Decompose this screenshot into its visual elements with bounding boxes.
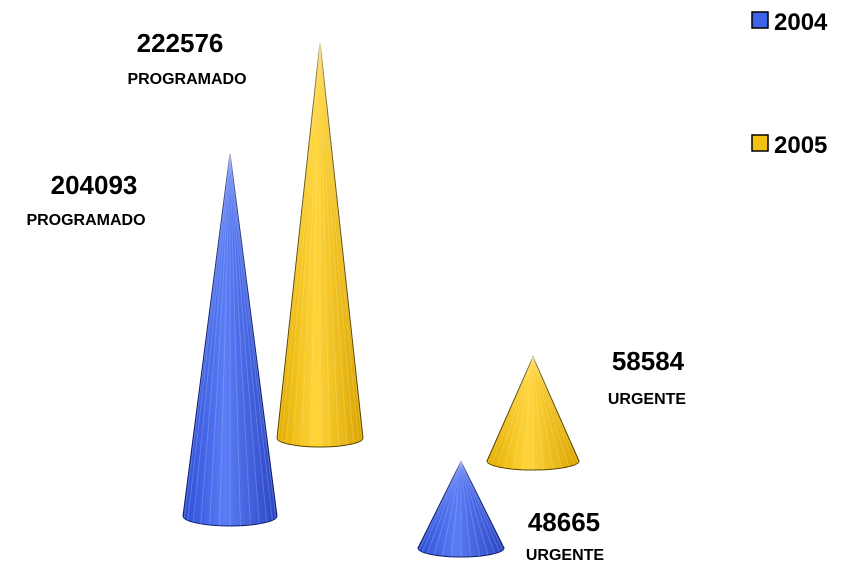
- category-label-2004-programado: PROGRAMADO: [26, 212, 145, 229]
- cone-ridge: [300, 42, 321, 447]
- cone-ridge: [426, 461, 462, 554]
- cone-ridge: [319, 42, 355, 444]
- value-label-2005-programado: 222576: [137, 28, 224, 58]
- cone-2005-programado: [276, 42, 364, 448]
- cone-ridge: [487, 356, 534, 464]
- value-label-2005-urgente: 58584: [612, 346, 685, 376]
- cone-ridge: [219, 153, 231, 526]
- cone-ridge: [460, 461, 504, 551]
- legend-label-2004: 2004: [774, 9, 828, 36]
- cone-ridge: [319, 42, 340, 447]
- cone-ridge: [460, 461, 496, 554]
- cone-ridge: [277, 42, 321, 441]
- cone-ridge: [229, 153, 268, 523]
- cone-ridge: [183, 153, 231, 519]
- cone-ridge: [491, 356, 534, 466]
- legend: 2004 2005: [751, 9, 828, 159]
- cone-ridge: [503, 356, 534, 469]
- cone-ridge: [200, 153, 231, 524]
- cone-ridge: [280, 42, 321, 442]
- cone-ridge: [229, 153, 277, 519]
- cone-ridge: [460, 461, 472, 557]
- cone-ridge: [319, 42, 363, 441]
- cone-ridge: [418, 461, 462, 551]
- cone-ridge: [229, 153, 273, 521]
- cone-ridge: [522, 356, 534, 470]
- cone-ridge: [450, 461, 462, 557]
- cone-ridge: [532, 356, 563, 469]
- cone-ridge: [460, 461, 501, 553]
- cone-ridge: [460, 461, 489, 556]
- category-label-2005-programado: PROGRAMADO: [127, 71, 246, 88]
- cone-ridge: [532, 356, 575, 466]
- cone-2005-urgente: [486, 355, 580, 471]
- cone-ridge: [309, 42, 321, 447]
- legend-swatch-2004: [751, 11, 769, 29]
- cone-ridge: [532, 356, 544, 470]
- cone-ridge: [292, 42, 321, 446]
- cone-ridge: [433, 461, 462, 556]
- cone-ridge: [319, 42, 331, 447]
- cone-ridge: [512, 356, 534, 470]
- cone-ridge: [441, 461, 462, 557]
- category-label-2004-urgente: URGENTE: [526, 547, 605, 563]
- cone-ridge: [532, 356, 570, 467]
- cone-ridge: [532, 356, 554, 470]
- value-label-2004-programado: 204093: [51, 170, 138, 200]
- legend-swatch-2005: [751, 134, 769, 152]
- cone-ridge: [192, 153, 231, 523]
- cone-ridge: [421, 461, 462, 553]
- cone-ridge: [319, 42, 360, 442]
- cone-ridge: [319, 42, 348, 446]
- cones-group: [182, 42, 580, 558]
- legend-label-2005: 2005: [774, 132, 827, 159]
- cone-2004-programado: [182, 153, 278, 527]
- cone-ridge: [229, 153, 251, 526]
- cone-ridge: [229, 153, 260, 524]
- category-label-2005-urgente: URGENTE: [608, 391, 687, 408]
- cone-ridge: [229, 153, 241, 526]
- cone-ridge: [187, 153, 231, 521]
- value-label-2004-urgente: 48665: [528, 507, 600, 537]
- cone-ridge: [285, 42, 321, 444]
- cone-ridge: [496, 356, 534, 467]
- cone-2004-urgente: [417, 460, 505, 558]
- cone-ridge: [209, 153, 231, 526]
- cone-ridge: [532, 356, 579, 464]
- cone-ridge: [460, 461, 481, 557]
